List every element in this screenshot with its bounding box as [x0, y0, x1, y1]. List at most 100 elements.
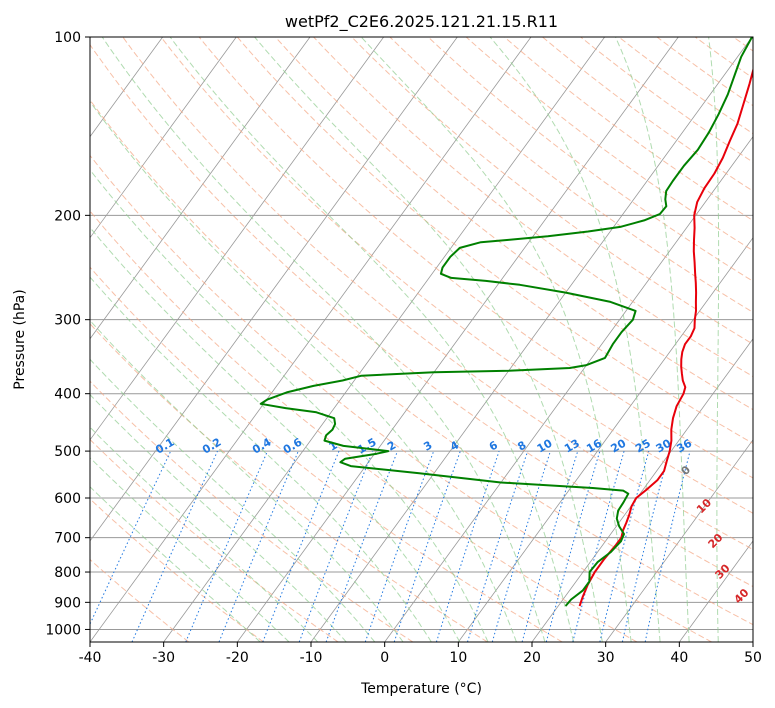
mixing-ratio-line: [325, 450, 398, 642]
dry-adiabat-line: [90, 380, 414, 642]
isotherm-line: [90, 37, 311, 340]
moist-adiabat-label: 30: [713, 561, 733, 581]
background-line-labels: 0.10.20.40.611.52346810131620253036-100-…: [64, 413, 752, 606]
y-tick-label: 600: [54, 491, 81, 507]
x-axis-label: Temperature (°C): [360, 681, 482, 697]
dewpoint-profile-line: [259, 37, 753, 607]
mixing-ratio-line: [467, 450, 529, 642]
moist-adiabat-line: [90, 169, 489, 642]
moist-adiabat-line: [101, 37, 546, 642]
moist-adiabat-line: [489, 37, 661, 642]
x-tick-label: 20: [523, 650, 541, 666]
isotherm-line: [752, 641, 753, 642]
mixing-ratio-label: 0.2: [200, 436, 223, 457]
dry-adiabat-line: [90, 558, 190, 642]
dry-adiabat-line: [313, 37, 753, 378]
mixing-ratio-line: [621, 450, 670, 642]
x-tick-label: 0: [380, 650, 389, 666]
dry-adiabat-line: [389, 37, 753, 313]
mixing-ratio-line: [435, 450, 500, 642]
isotherm-line: [90, 37, 458, 542]
chart-title: wetPf2_C2E6.2025.121.21.15.R11: [285, 12, 558, 32]
moist-adiabat-label: 40: [732, 586, 752, 606]
isotherm-line: [458, 237, 753, 642]
y-tick-label: 1000: [45, 622, 81, 638]
profile-lines: [259, 37, 753, 607]
isotherm-line: [384, 136, 753, 642]
moist-adiabat-label: 20: [706, 531, 726, 551]
x-tick-label: 10: [449, 650, 467, 666]
dry-adiabat-line: [160, 37, 753, 514]
isotherm-line: [90, 37, 532, 642]
mixing-ratio-label: 36: [674, 436, 694, 455]
axes: -40 -30 -20 -10 0 10 20 30 40 50 100 200 300 400 500 60…: [45, 30, 762, 666]
dry-adiabat-line: [504, 37, 753, 222]
moist-adiabat-line: [708, 37, 720, 642]
dry-adiabat-line: [90, 99, 753, 626]
x-tick-label: -10: [300, 650, 323, 666]
mixing-ratio-line: [185, 450, 268, 642]
mixing-ratio-line: [262, 450, 340, 642]
mixing-ratio-label: 25: [633, 437, 653, 456]
y-tick-label: 500: [54, 444, 81, 460]
moist-adiabat-line: [169, 37, 575, 642]
isotherm-line: [163, 37, 605, 642]
mixing-ratio-line: [572, 450, 625, 642]
dry-adiabat-line: [198, 37, 753, 479]
y-tick-label: 400: [54, 387, 81, 403]
temperature-profile-line: [578, 66, 753, 607]
dry-adiabat-label: -10: [64, 413, 86, 437]
moist-adiabat-line: [90, 426, 319, 642]
y-tick-label: 800: [54, 565, 81, 581]
plot-frame: [89, 36, 754, 643]
x-tick-label: -20: [226, 650, 249, 666]
mixing-ratio-line: [545, 450, 601, 642]
dry-adiabat-line: [542, 37, 753, 192]
dry-adiabat-line: [122, 37, 753, 551]
mixing-ratio-line: [131, 450, 218, 642]
x-tick-label: 50: [744, 650, 762, 666]
dry-adiabat-line: [733, 37, 753, 52]
y-axis-label: Pressure (hPa): [12, 289, 28, 389]
mixing-ratio-line: [491, 450, 551, 642]
x-tick-label: -30: [152, 650, 175, 666]
mixing-ratio-line: [298, 450, 374, 642]
mixing-ratio-label: 0.1: [153, 436, 176, 457]
moist-adiabat-line: [90, 276, 432, 642]
y-tick-label: 300: [54, 313, 81, 329]
dry-adiabat-line: [618, 37, 753, 135]
moist-adiabat-line: [360, 37, 632, 642]
moist-adiabat-line: [90, 319, 404, 642]
moist-adiabat-line: [615, 37, 690, 642]
dry-adiabat-line: [90, 154, 712, 642]
mixing-ratio-label: 13: [562, 437, 582, 456]
x-tick-label: 40: [670, 650, 688, 666]
y-tick-label: 200: [54, 208, 81, 224]
moist-adiabat-line: [90, 100, 517, 642]
x-tick-label: -40: [79, 650, 102, 666]
isotherm-line: [605, 439, 753, 642]
mixing-ratio-label: 0.4: [250, 435, 274, 456]
isotherm-line: [90, 37, 384, 441]
isotherm-line: [531, 338, 753, 642]
mixing-ratio-line: [644, 450, 691, 642]
mixing-ratio-label: 20: [608, 436, 628, 455]
x-tick-label: 30: [597, 650, 615, 666]
dry-adiabat-line: [90, 266, 563, 642]
mixing-ratio-line: [599, 450, 650, 642]
dry-adiabat-line: [90, 438, 339, 642]
y-tick-label: 900: [54, 595, 81, 611]
dry-adiabat-line: [236, 37, 753, 444]
mixing-ratio-label: 10: [535, 436, 555, 455]
isotherm-line: [237, 37, 679, 642]
dry-adiabat-line: [90, 323, 488, 642]
isotherm-line: [90, 37, 237, 239]
moist-adiabat-line: [90, 457, 290, 642]
y-tick-label: 700: [54, 531, 81, 547]
moist-adiabat-line: [90, 393, 347, 642]
y-tick-label: 100: [54, 30, 81, 46]
dry-adiabat-line: [90, 498, 264, 642]
mixing-ratio-line: [521, 450, 579, 642]
dry-adiabat-line: [427, 37, 753, 282]
